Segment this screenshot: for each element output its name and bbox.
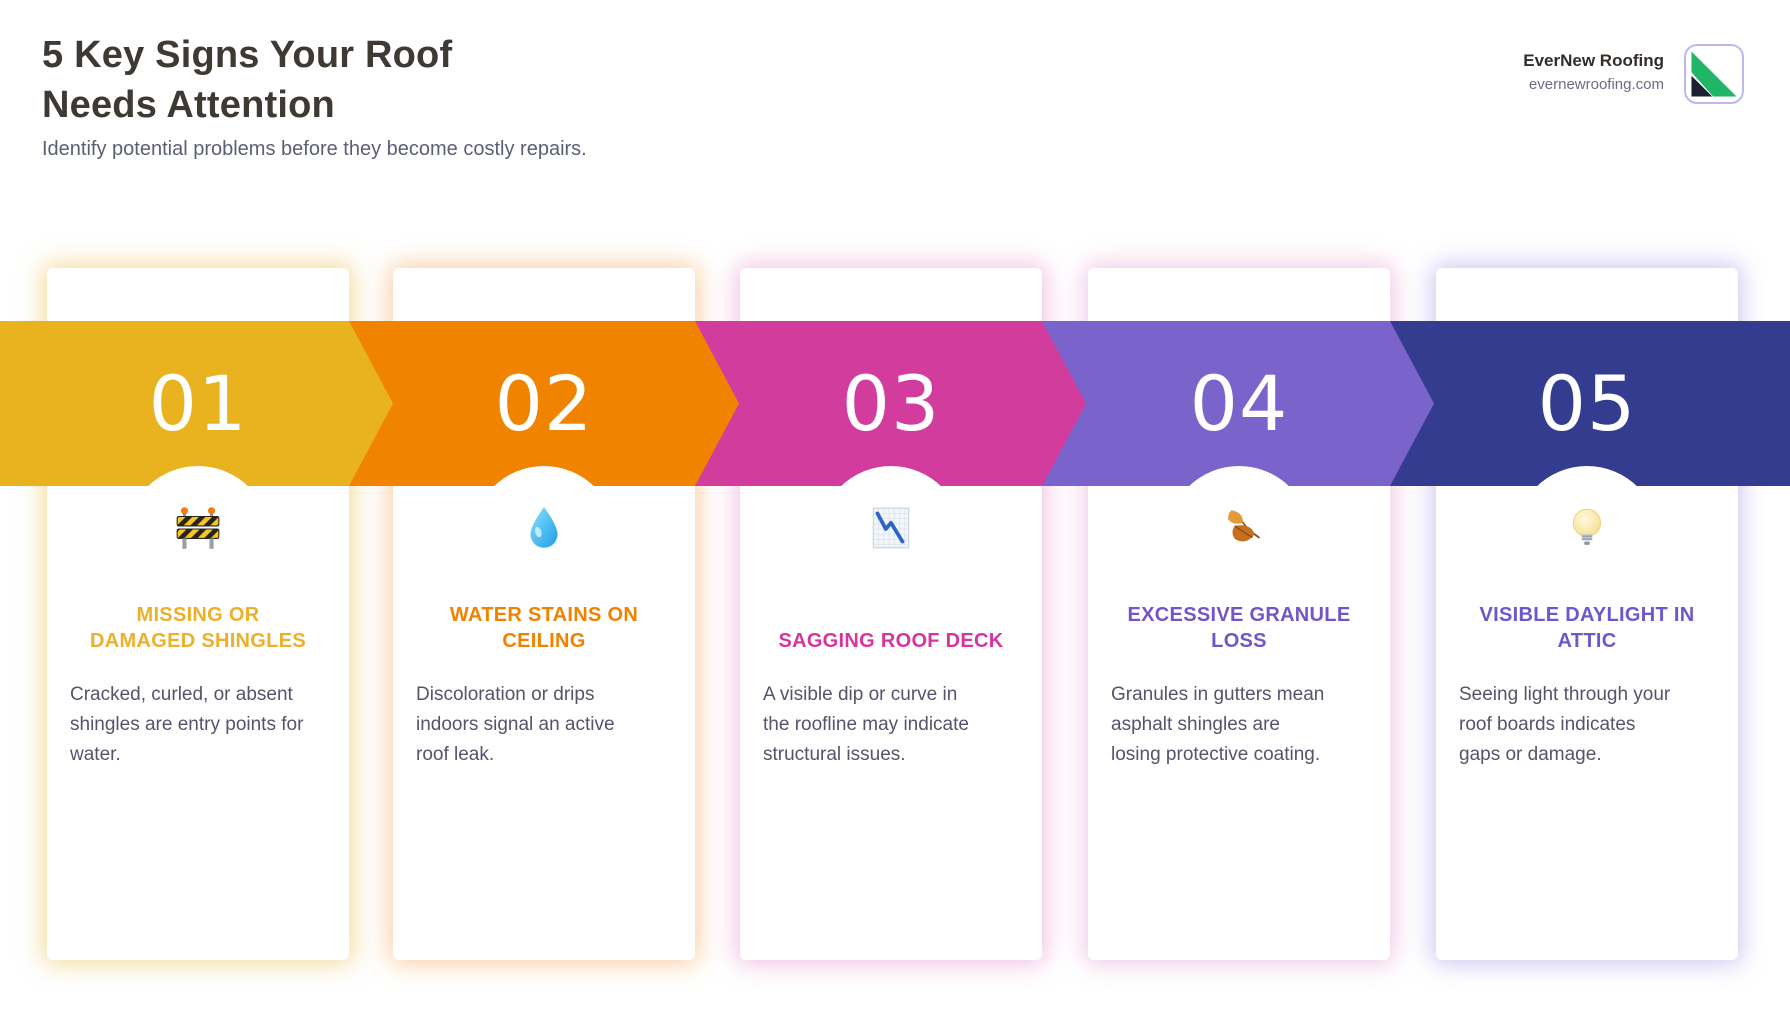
brand-name: EverNew Roofing (1523, 51, 1664, 70)
roof-diagonal-icon (1684, 44, 1744, 104)
step-number: 05 (1537, 359, 1637, 448)
page-title: 5 Key Signs Your Roof Needs Attention (42, 34, 453, 126)
sign-card: VISIBLE DAYLIGHT IN ATTIC Seeing light t… (1436, 268, 1738, 960)
band-segment-02: 02 (349, 321, 739, 486)
card-description: Seeing light through your roof boards in… (1459, 684, 1671, 765)
step-number: 04 (1189, 359, 1289, 448)
step-number: 01 (148, 359, 248, 448)
card-title: WATER STAINS ON CEILING (449, 604, 639, 652)
fallen-leaves-icon (1088, 500, 1390, 556)
brand-website: evernewroofing.com (1528, 76, 1664, 93)
process-band: 01 02 03 04 05 (0, 321, 1790, 486)
card-content: SAGGING ROOF DECK A visible dip or curve… (740, 268, 1042, 960)
step-number: 02 (494, 359, 594, 448)
card-content: MISSING OR DAMAGED SHINGLES Cracked, cur… (47, 268, 349, 960)
chart-decreasing-icon (740, 500, 1042, 556)
card-title: VISIBLE DAYLIGHT IN ATTIC (1479, 604, 1695, 652)
card-title: EXCESSIVE GRANULE LOSS (1127, 604, 1351, 652)
brand-text: EverNew Roofing evernewroofing.com (1523, 51, 1664, 93)
card-title: MISSING OR DAMAGED SHINGLES (90, 604, 306, 652)
card-description: A visible dip or curve in the roofline m… (763, 684, 969, 765)
step-number: 03 (841, 359, 941, 448)
card-content: VISIBLE DAYLIGHT IN ATTIC Seeing light t… (1436, 268, 1738, 960)
card-description: Cracked, curled, or absent shingles are … (70, 684, 304, 765)
sign-card: EXCESSIVE GRANULE LOSS Granules in gutte… (1088, 268, 1390, 960)
construction-barrier-icon (47, 500, 349, 556)
band-segment-03: 03 (695, 321, 1086, 486)
card-content: EXCESSIVE GRANULE LOSS Granules in gutte… (1088, 268, 1390, 960)
card-title: SAGGING ROOF DECK (778, 630, 1004, 652)
brand-block: EverNew Roofing evernewroofing.com (1523, 44, 1744, 104)
light-bulb-icon (1436, 500, 1738, 556)
sign-card: WATER STAINS ON CEILING Discoloration or… (393, 268, 695, 960)
band-segment-05: 05 (1390, 321, 1790, 486)
card-content: WATER STAINS ON CEILING Discoloration or… (393, 268, 695, 960)
card-description: Granules in gutters mean asphalt shingle… (1111, 684, 1325, 765)
band-segment-04: 04 (1042, 321, 1434, 486)
sign-card: MISSING OR DAMAGED SHINGLES Cracked, cur… (47, 268, 349, 960)
page-subtitle: Identify potential problems before they … (42, 138, 587, 160)
band-segment-01: 01 (0, 321, 393, 486)
card-description: Discoloration or drips indoors signal an… (416, 684, 615, 765)
water-droplet-icon (393, 500, 695, 556)
sign-card: SAGGING ROOF DECK A visible dip or curve… (740, 268, 1042, 960)
